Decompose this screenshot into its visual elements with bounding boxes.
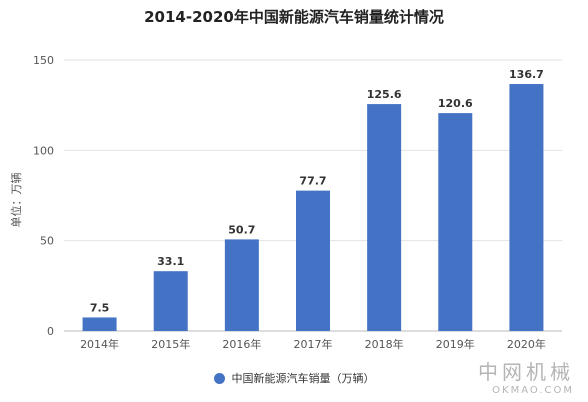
watermark-text: 中网机械 — [478, 360, 574, 384]
bar-value-label: 125.6 — [367, 88, 402, 101]
x-tick-label: 2014年 — [80, 337, 119, 351]
bar — [438, 113, 473, 331]
y-axis-label: 单位：万辆 — [9, 173, 23, 228]
x-tick-label: 2016年 — [222, 337, 261, 351]
y-tick-label: 0 — [47, 325, 54, 338]
data-labels: 7.5 33.1 50.7 77.7 125.6 120.6 136.7 — [90, 68, 544, 314]
x-tick-label: 2020年 — [507, 337, 546, 351]
watermark-url: OKMAO.COM — [492, 385, 574, 396]
bar-value-label: 50.7 — [228, 223, 255, 236]
bar — [509, 84, 544, 332]
bar — [153, 271, 188, 331]
y-tick-label: 100 — [33, 144, 54, 157]
x-tick-label: 2017年 — [294, 337, 333, 351]
bar — [224, 239, 259, 331]
bar-value-label: 136.7 — [509, 68, 544, 81]
bars — [82, 84, 544, 332]
y-tick-label: 150 — [33, 54, 54, 67]
x-tick-label: 2018年 — [365, 337, 404, 351]
bar-value-label: 33.1 — [157, 255, 184, 268]
x-axis-ticks: 2014年 2015年 2016年 2017年 2018年 2019年 2020年 — [80, 337, 546, 351]
bar-value-label: 120.6 — [438, 97, 473, 110]
bar — [296, 190, 330, 331]
watermark: 中网机械 OKMAO.COM — [478, 356, 574, 396]
y-tick-label: 50 — [40, 235, 54, 248]
bar-value-label: 77.7 — [299, 175, 326, 188]
chart-title: 2014-2020年中国新能源汽车销量统计情况 — [144, 8, 444, 26]
bar — [367, 104, 402, 331]
legend: 中国新能源汽车销量（万辆） — [0, 370, 588, 386]
legend-swatch — [213, 372, 225, 384]
legend-label: 中国新能源汽车销量（万辆） — [231, 372, 375, 385]
x-tick-label: 2015年 — [151, 337, 190, 351]
x-tick-label: 2019年 — [436, 337, 475, 351]
bar-value-label: 7.5 — [90, 301, 110, 314]
bar — [82, 317, 117, 331]
y-axis-ticks: 0 50 100 150 — [33, 54, 54, 338]
